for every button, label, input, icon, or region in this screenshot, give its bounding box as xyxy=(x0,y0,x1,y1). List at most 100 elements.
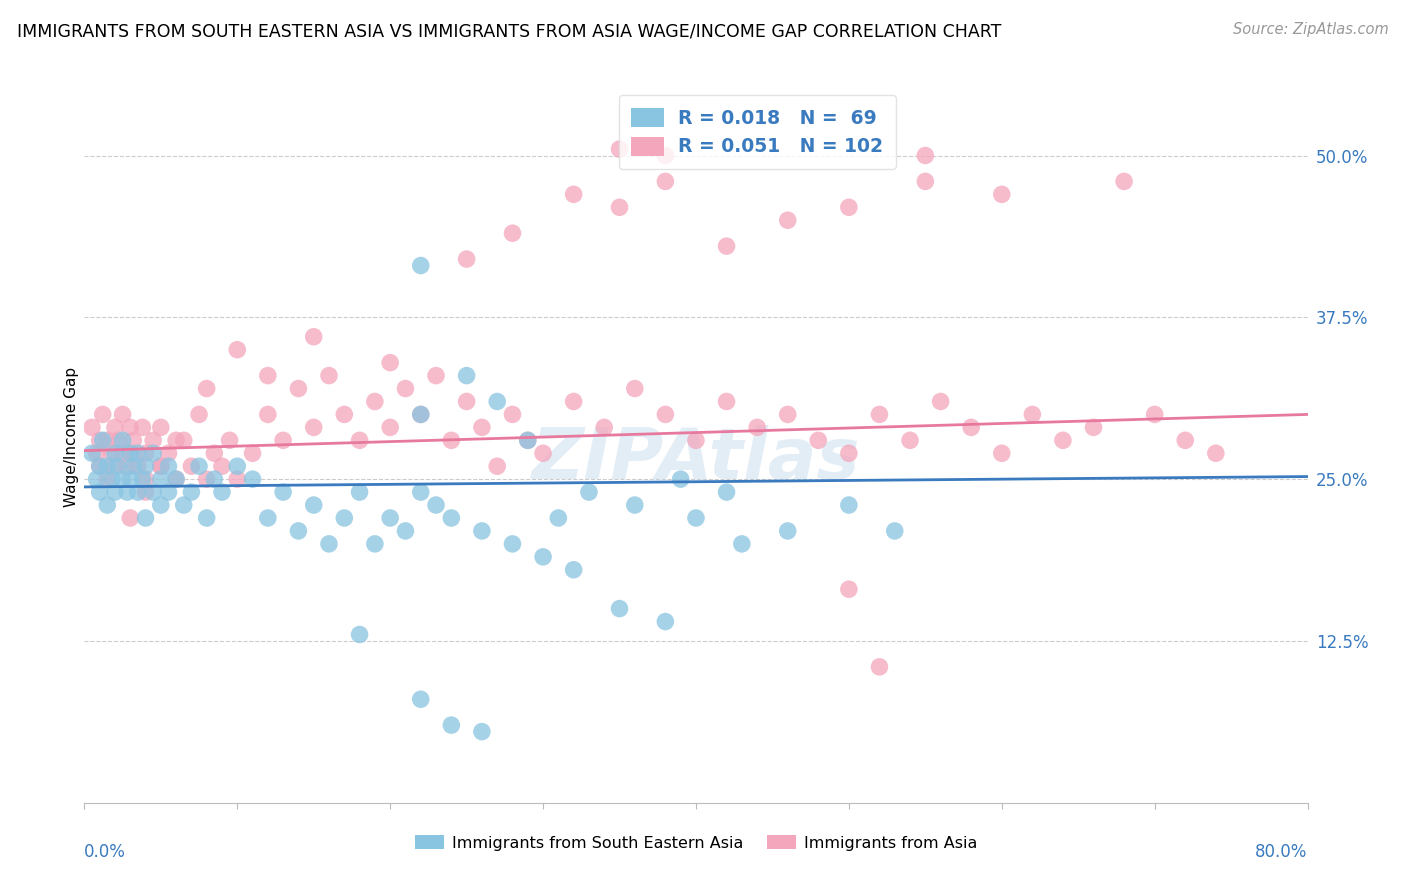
Point xyxy=(318,368,340,383)
Point xyxy=(654,174,676,188)
Point xyxy=(89,434,111,448)
Point xyxy=(1021,408,1043,422)
Point xyxy=(562,563,585,577)
Point xyxy=(838,200,860,214)
Point xyxy=(165,472,187,486)
Point xyxy=(471,420,494,434)
Point xyxy=(838,498,860,512)
Point xyxy=(349,627,371,641)
Point xyxy=(96,472,118,486)
Point xyxy=(776,213,799,227)
Point xyxy=(91,434,114,448)
Point xyxy=(188,408,211,422)
Point xyxy=(107,459,129,474)
Legend: R = 0.018   N =  69, R = 0.051   N = 102: R = 0.018 N = 69, R = 0.051 N = 102 xyxy=(619,95,896,169)
Point xyxy=(157,459,180,474)
Point xyxy=(1083,420,1105,434)
Point xyxy=(502,537,524,551)
Point xyxy=(776,408,799,422)
Point xyxy=(104,446,127,460)
Point xyxy=(456,252,478,266)
Point xyxy=(898,434,921,448)
Point xyxy=(202,472,225,486)
Point xyxy=(1114,174,1136,188)
Point xyxy=(107,434,129,448)
Text: IMMIGRANTS FROM SOUTH EASTERN ASIA VS IMMIGRANTS FROM ASIA WAGE/INCOME GAP CORRE: IMMIGRANTS FROM SOUTH EASTERN ASIA VS IM… xyxy=(17,22,1001,40)
Point xyxy=(120,420,142,434)
Point xyxy=(257,368,280,383)
Point xyxy=(211,459,233,474)
Point xyxy=(96,498,118,512)
Point xyxy=(654,148,676,162)
Point xyxy=(991,446,1014,460)
Point xyxy=(531,549,554,564)
Point xyxy=(349,434,371,448)
Text: 0.0%: 0.0% xyxy=(84,843,127,861)
Point xyxy=(287,524,309,538)
Point xyxy=(669,472,692,486)
Point xyxy=(115,459,138,474)
Point xyxy=(89,459,111,474)
Point xyxy=(440,434,463,448)
Point xyxy=(425,368,447,383)
Point xyxy=(380,420,402,434)
Point xyxy=(502,408,524,422)
Point xyxy=(80,420,103,434)
Point xyxy=(531,446,554,460)
Point xyxy=(302,420,325,434)
Point xyxy=(104,420,127,434)
Point xyxy=(869,660,891,674)
Point xyxy=(142,446,165,460)
Point xyxy=(593,420,616,434)
Text: Source: ZipAtlas.com: Source: ZipAtlas.com xyxy=(1233,22,1389,37)
Point xyxy=(302,498,325,512)
Point xyxy=(257,511,280,525)
Point xyxy=(609,601,631,615)
Point xyxy=(115,485,138,500)
Point xyxy=(120,472,142,486)
Point xyxy=(271,434,294,448)
Point xyxy=(104,485,127,500)
Point xyxy=(111,408,134,422)
Point xyxy=(409,408,432,422)
Point xyxy=(131,472,153,486)
Point xyxy=(226,343,249,357)
Point xyxy=(173,434,195,448)
Point xyxy=(180,459,202,474)
Point xyxy=(456,394,478,409)
Point xyxy=(111,434,134,448)
Point xyxy=(654,408,676,422)
Point xyxy=(685,434,707,448)
Point xyxy=(914,148,936,162)
Point xyxy=(1174,434,1197,448)
Point xyxy=(127,446,149,460)
Text: ZIPAtlas: ZIPAtlas xyxy=(531,425,860,493)
Point xyxy=(502,226,524,240)
Point xyxy=(1143,408,1166,422)
Point xyxy=(1205,446,1227,460)
Point xyxy=(409,259,432,273)
Point xyxy=(86,446,108,460)
Point xyxy=(486,394,509,409)
Point xyxy=(149,472,172,486)
Point xyxy=(486,459,509,474)
Point xyxy=(120,446,142,460)
Point xyxy=(364,537,387,551)
Point xyxy=(142,485,165,500)
Point xyxy=(624,382,647,396)
Point xyxy=(218,434,240,448)
Point xyxy=(195,382,218,396)
Point xyxy=(165,472,187,486)
Point xyxy=(409,408,432,422)
Point xyxy=(226,472,249,486)
Point xyxy=(776,524,799,538)
Y-axis label: Wage/Income Gap: Wage/Income Gap xyxy=(63,367,79,508)
Point xyxy=(188,459,211,474)
Point xyxy=(86,472,108,486)
Point xyxy=(149,498,172,512)
Point xyxy=(120,446,142,460)
Point xyxy=(127,485,149,500)
Point xyxy=(165,434,187,448)
Point xyxy=(425,498,447,512)
Point xyxy=(89,459,111,474)
